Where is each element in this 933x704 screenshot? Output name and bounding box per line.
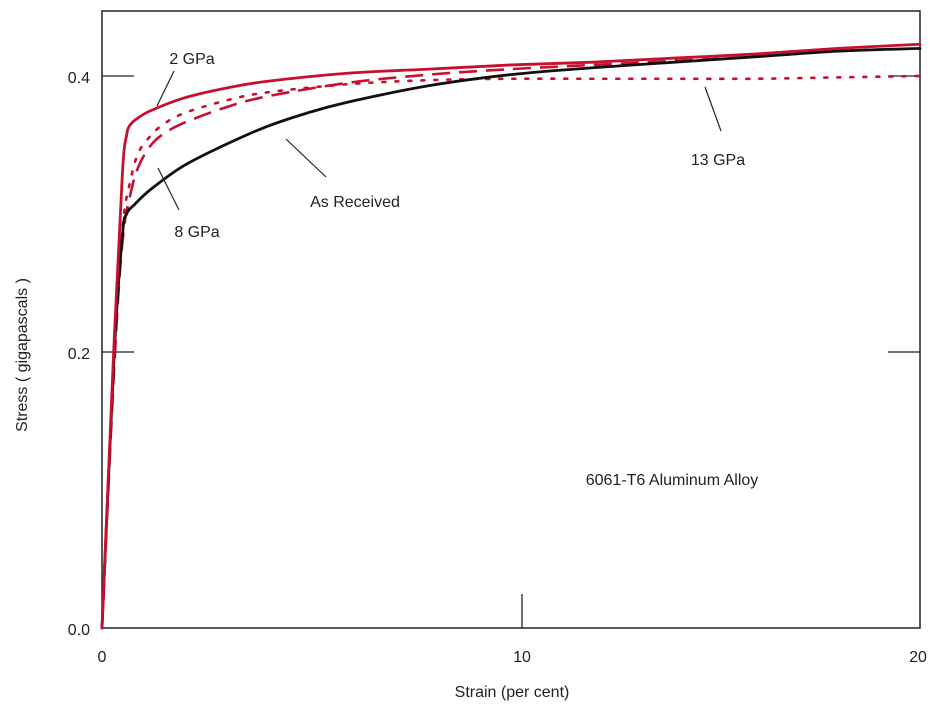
tick-labels: 0.4 0.2 0.0 0 10 20 xyxy=(68,70,927,666)
leader-line-13-gpa xyxy=(704,86,722,132)
x-axis-label: Strain (per cent) xyxy=(455,684,570,701)
x-tick-label-10: 10 xyxy=(513,649,531,666)
series-line-8-gpa xyxy=(100,47,921,629)
y-axis-label: Stress ( gigapascals ) xyxy=(14,278,31,432)
x-tick-label-0: 0 xyxy=(98,649,107,666)
series-line-as-received xyxy=(100,47,922,630)
curve-labels: 2 GPa 8 GPa As Received 13 GPa xyxy=(156,51,745,241)
curve-label-8-gpa: 8 GPa xyxy=(174,224,219,241)
leader-line-as-received xyxy=(285,138,327,178)
series-line-2-gpa xyxy=(100,42,922,630)
leader-line-8-gpa xyxy=(157,167,180,211)
y-tick-label-0.4: 0.4 xyxy=(68,70,90,87)
curve-label-2-gpa: 2 GPa xyxy=(169,51,214,68)
x-tick-label-20: 20 xyxy=(909,649,927,666)
curve-label-13-gpa: 13 GPa xyxy=(691,152,745,169)
series-line-13-gpa xyxy=(100,74,922,630)
series-layer xyxy=(100,42,922,630)
plot-frame xyxy=(101,10,921,629)
y-tick-label-0.2: 0.2 xyxy=(68,346,90,363)
y-tick-label-0.0: 0.0 xyxy=(68,622,90,639)
curve-label-as-received: As Received xyxy=(310,194,400,211)
axis-ticks xyxy=(102,75,920,628)
alloy-annotation: 6061-T6 Aluminum Alloy xyxy=(586,472,759,489)
leader-line-2-gpa xyxy=(156,70,175,107)
